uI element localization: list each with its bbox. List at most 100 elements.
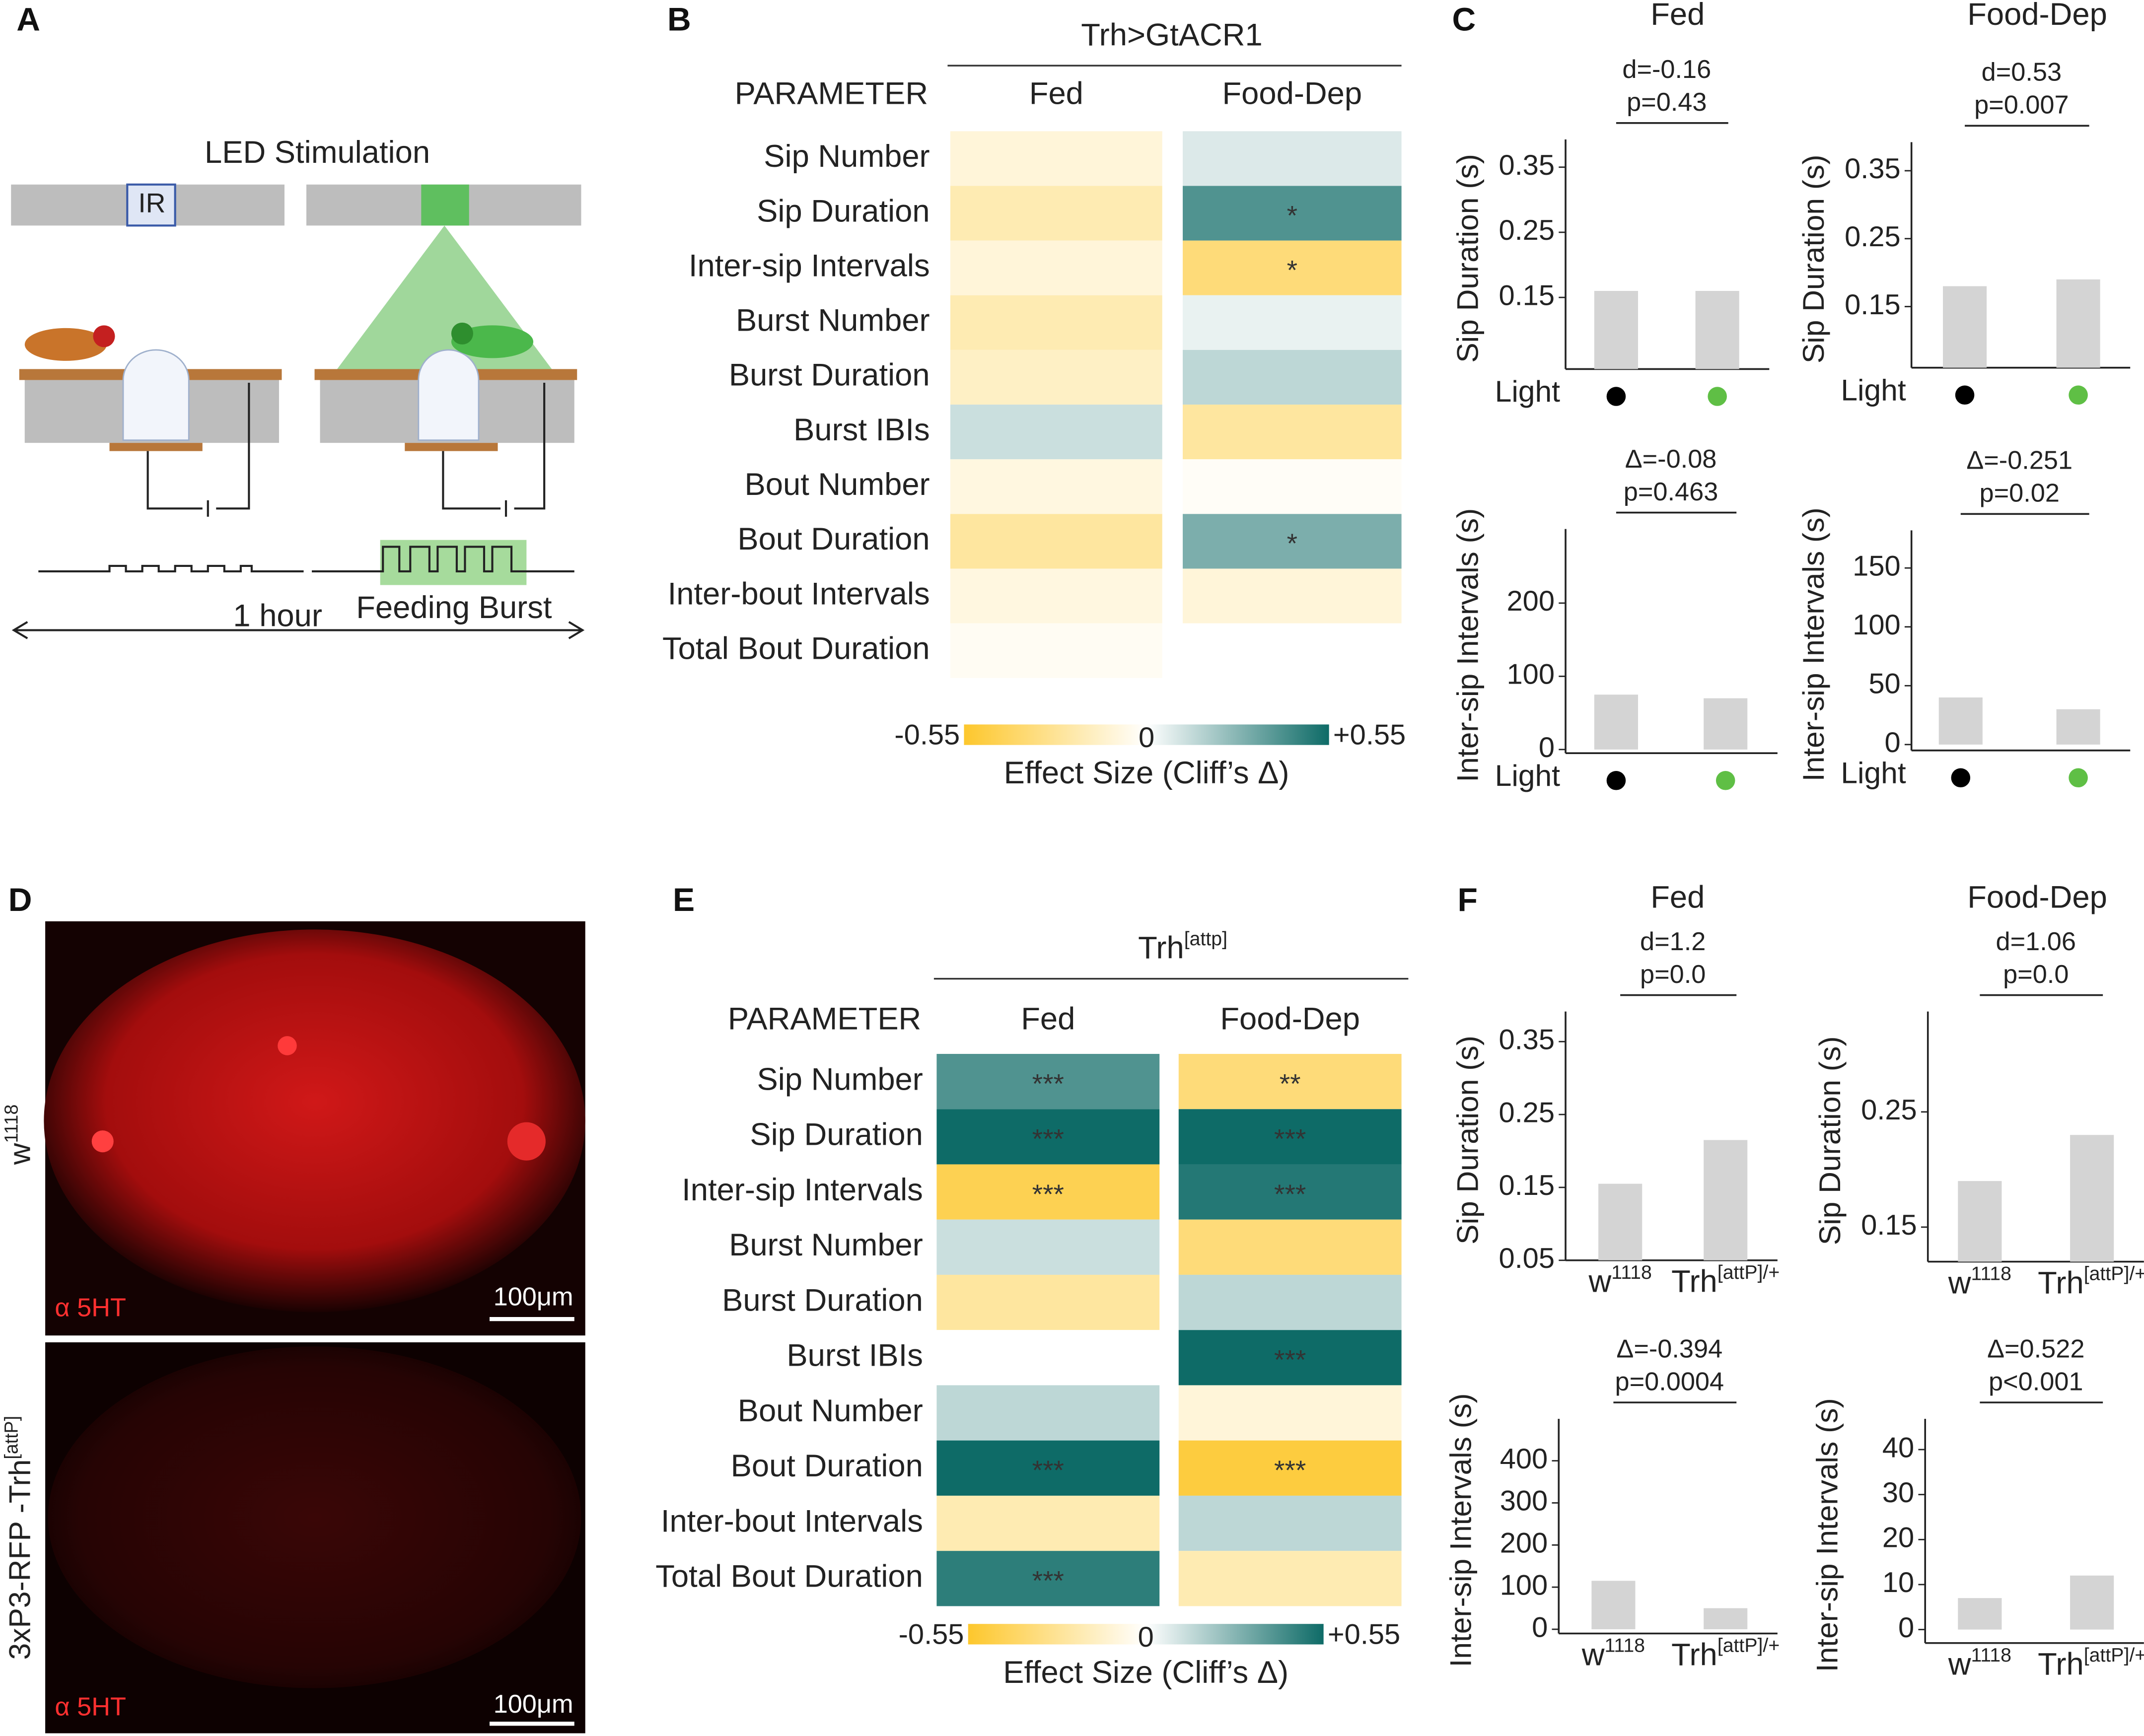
- y-axis-label: Inter-sip Intervals (s): [1796, 507, 1830, 781]
- electrode: [109, 443, 203, 451]
- y-tick-label: 30: [1882, 1477, 1914, 1509]
- heatmap-cell: [1178, 1551, 1402, 1606]
- y-axis-label: Sip Duration (s): [1796, 154, 1830, 363]
- genotype-base: Trh: [1138, 930, 1184, 965]
- colorbar-tick-label: 0: [1138, 1621, 1154, 1653]
- group-marker: [1708, 387, 1727, 406]
- y-tick-label: 100: [1500, 1569, 1548, 1601]
- bar: [1704, 1608, 1748, 1629]
- genotype-label-sup: 1118: [0, 1105, 21, 1143]
- y-tick-label: 10: [1882, 1567, 1914, 1598]
- genotype-label: 3xP3-RFP -Trh[attP]: [0, 1416, 36, 1660]
- genotype: Trh[attp]: [1138, 928, 1227, 965]
- group-marker: [1606, 770, 1626, 790]
- y-tick-label: 0.15: [1861, 1209, 1917, 1241]
- param-header: PARAMETER: [728, 1002, 921, 1037]
- x-tick-label-sup: [attP]/+: [2084, 1263, 2144, 1285]
- row-label: Inter-sip Intervals: [689, 248, 930, 283]
- bar: [1704, 1140, 1748, 1260]
- stat-label: Δ=-0.251: [1966, 446, 2073, 475]
- bar: [1958, 1181, 2002, 1262]
- y-tick-label: 40: [1882, 1432, 1914, 1463]
- genotype-label-base: w: [2, 1143, 36, 1165]
- row-label: Bout Number: [745, 467, 930, 502]
- panel-letter: B: [667, 1, 691, 38]
- heatmap-cell: [936, 1109, 1160, 1165]
- heatmap-cell: [950, 295, 1162, 350]
- stat-label: d=0.53: [1982, 58, 2062, 87]
- heatmap-cell: [936, 1330, 1160, 1386]
- row-label: Burst Duration: [729, 358, 930, 393]
- significance: ***: [1032, 1123, 1064, 1154]
- x-tick-label: w1118: [1948, 1263, 2011, 1300]
- panel-letter: F: [1457, 882, 1477, 918]
- y-tick-label: 20: [1882, 1522, 1914, 1554]
- group-marker: [2069, 768, 2088, 788]
- significance: ***: [1274, 1123, 1306, 1154]
- y-axis-label: Sip Duration (s): [1450, 1036, 1484, 1245]
- heatmap-cell: [1183, 349, 1402, 405]
- x-axis-label: Light: [1841, 756, 1906, 789]
- row-label: Burst IBIs: [786, 1338, 923, 1373]
- bar: [2056, 709, 2100, 745]
- genotype-base: Trh>GtACR1: [1081, 17, 1262, 52]
- x-axis-label: Light: [1495, 759, 1561, 792]
- cell-body: [507, 1122, 546, 1161]
- x-tick-label-base: w: [1581, 1637, 1605, 1672]
- heatmap-cell: [936, 1053, 1160, 1110]
- heatmap-cell: [950, 349, 1162, 405]
- panel-letter: A: [16, 1, 40, 38]
- significance: ***: [1274, 1344, 1306, 1375]
- heatmap-cell: [1183, 186, 1402, 241]
- y-axis-label: Sip Duration (s): [1450, 154, 1484, 363]
- significance: **: [1280, 1068, 1301, 1099]
- stat-label: p=0.02: [1979, 479, 2059, 508]
- row-label: Sip Duration: [757, 194, 930, 228]
- x-tick-label: Trh[attP]/+: [1671, 1261, 1780, 1299]
- stat-label: p=0.463: [1624, 478, 1718, 506]
- micrographs: α 5HT α 5HT 100μm 100μm: [44, 921, 585, 1734]
- heatmap-cell: [950, 514, 1162, 569]
- y-tick-label: 0.25: [1861, 1094, 1917, 1126]
- column-title: Food-Dep: [1967, 0, 2107, 32]
- heatmap-cell: [1178, 1330, 1402, 1386]
- colorbar-label: Effect Size (Cliff’s Δ): [1004, 756, 1289, 790]
- heatmap-cell: [1183, 295, 1402, 350]
- param-header: PARAMETER: [735, 76, 928, 111]
- row-label: Burst Duration: [722, 1283, 923, 1318]
- trace: [38, 546, 574, 573]
- bar: [1704, 698, 1748, 750]
- ir-box: [126, 183, 176, 227]
- y-tick-label: 400: [1500, 1443, 1548, 1475]
- x-tick-label-sup: 1118: [1971, 1644, 2011, 1666]
- schematic-title: LED Stimulation: [205, 135, 430, 170]
- heatmap-cell: [1183, 568, 1402, 624]
- x-tick-label: Trh[attP]/+: [1671, 1635, 1780, 1672]
- x-tick-label-sup: 1118: [1605, 1635, 1645, 1657]
- column-title: Fed: [1650, 880, 1705, 915]
- bar: [1594, 694, 1638, 750]
- genotype: Trh>GtACR1: [1081, 17, 1262, 52]
- genotype-label-sup: [attP]: [0, 1416, 21, 1459]
- significance: *: [1287, 200, 1297, 230]
- row-label: Inter-sip Intervals: [682, 1173, 923, 1207]
- row-label: Bout Duration: [737, 522, 929, 556]
- stat-label: p=0.007: [1974, 91, 2069, 120]
- row-label: Inter-bout Intervals: [668, 576, 930, 611]
- row-label: Total Bout Duration: [655, 1559, 923, 1594]
- stat-label: d=1.06: [1996, 927, 2076, 956]
- stat-label: d=-0.16: [1622, 55, 1711, 84]
- heatmap-cell: [950, 240, 1162, 295]
- panel-letter: E: [673, 882, 695, 918]
- panel-letter: D: [8, 882, 32, 918]
- heatmap-cell: [936, 1440, 1160, 1496]
- x-tick-label-base: Trh: [1671, 1637, 1717, 1672]
- bar: [1594, 291, 1638, 369]
- row-label: Burst Number: [736, 303, 930, 338]
- fly-eye: [93, 325, 115, 347]
- colorbar: [964, 724, 1329, 745]
- y-tick-label: 200: [1500, 1528, 1548, 1559]
- column-header: Fed: [1029, 76, 1083, 111]
- heatmap-cell: [1183, 459, 1402, 514]
